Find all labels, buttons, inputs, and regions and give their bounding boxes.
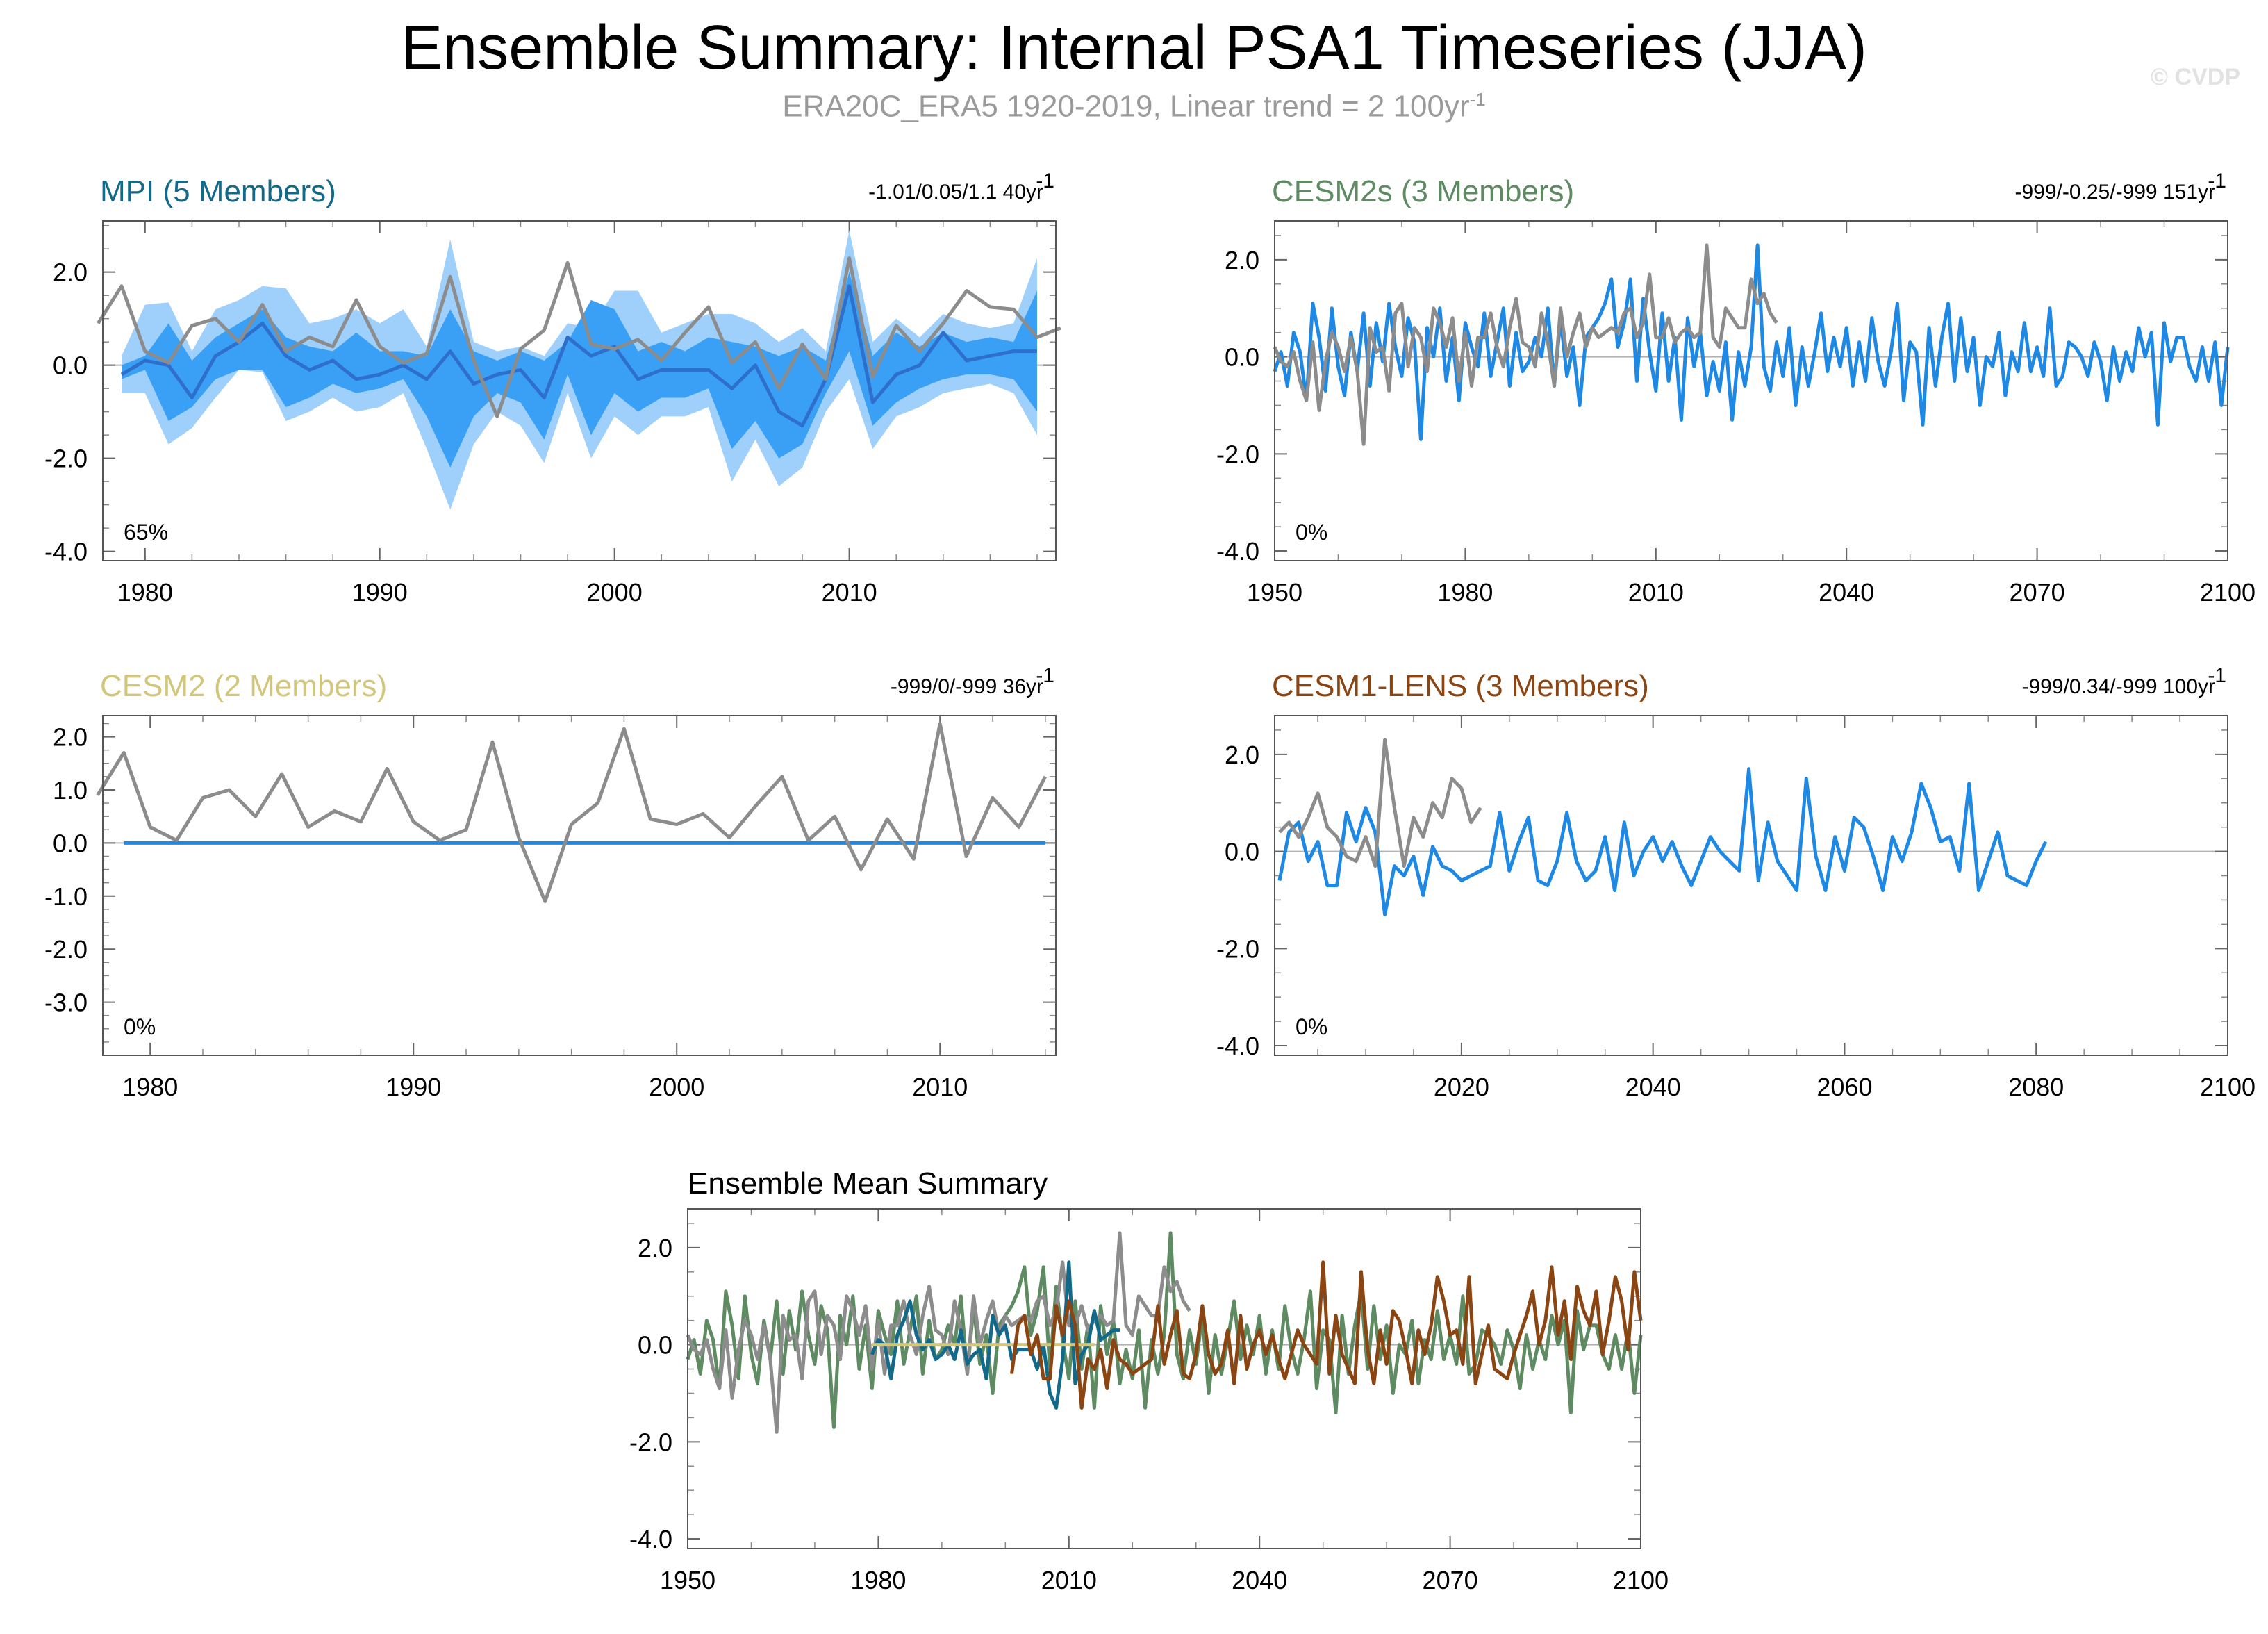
cesm2s-obs-line	[1273, 243, 1778, 446]
cesm2-stats-superscript: -1	[1036, 664, 1054, 687]
summary-y-tick-label: -2.0	[629, 1428, 672, 1456]
mpi-stats-superscript: -1	[1036, 170, 1054, 192]
cesm2s-x-tick-label: 2010	[1628, 578, 1684, 606]
cesm1-lens-panel: 2.0 0.0 -2.0 -4.0 2020 2040 2060 2080 2100 CESM1-…	[1216, 664, 2255, 1101]
cesm2-y-tick-label: 0.0	[53, 829, 88, 857]
cesm2-title: CESM2 (2 Members)	[100, 669, 387, 703]
mpi-stats: -1.01/0.05/1.1 40yr	[868, 181, 1043, 204]
cesm1-lens-y-tick-label: -4.0	[1216, 1032, 1259, 1060]
mpi-ensemble-mean-line	[120, 284, 1037, 428]
cesm2-x-tick-label: 1980	[122, 1073, 178, 1101]
cesm2-panel: 2.0 1.0 0.0 -1.0 -2.0 -3.0 1980 1990 2000 2010 CES…	[44, 664, 1057, 1101]
cesm2s-panel: 2.0 0.0 -2.0 -4.0 1950 1980 2010 2040 2070 2100 CE…	[1216, 170, 2255, 606]
mpi-x-tick-label: 2010	[822, 578, 877, 606]
summary-x-tick-label: 2100	[1613, 1566, 1669, 1594]
summary-line-obs	[686, 1231, 1191, 1434]
cesm2s-y-tick-label: 0.0	[1225, 343, 1259, 372]
cesm2-frame	[102, 715, 1057, 1056]
cesm1-lens-model-line	[1277, 767, 2048, 916]
cesm1-lens-y-tick-label: -2.0	[1216, 934, 1259, 963]
cesm1-lens-x-tick-label: 2040	[1625, 1073, 1681, 1101]
cesm2s-x-tick-label: 2070	[2010, 578, 2065, 606]
cesm1-lens-title: CESM1-LENS (3 Members)	[1272, 669, 1649, 703]
subtitle-text: ERA20C_ERA5 1920-2019, Linear trend = 2 …	[782, 89, 1470, 124]
summary-x-tick-label: 2040	[1232, 1566, 1287, 1594]
cesm2s-y-tick-label: -2.0	[1216, 440, 1259, 468]
mpi-y-tick-label: -2.0	[44, 445, 88, 473]
summary-title: Ensemble Mean Summary	[688, 1166, 1048, 1200]
cvdp-watermark: © CVDP	[2151, 64, 2240, 90]
cesm2-x-tick-label: 2000	[649, 1073, 704, 1101]
page-title: Ensemble Summary: Internal PSA1 Timeseri…	[401, 13, 1867, 83]
cesm2s-x-tick-label: 1980	[1437, 578, 1493, 606]
cesm1-lens-x-tick-label: 2100	[2200, 1073, 2255, 1101]
cesm1-lens-frame	[1274, 715, 2228, 1056]
summary-y-tick-label: -4.0	[629, 1525, 672, 1553]
mpi-obs-line	[97, 256, 1061, 418]
mpi-title: MPI (5 Members)	[100, 174, 336, 208]
cesm2-x-tick-label: 1990	[386, 1073, 441, 1101]
mpi-x-tick-label: 1990	[352, 578, 408, 606]
mpi-y-tick-label: 0.0	[53, 352, 88, 380]
mpi-y-tick-label: 2.0	[53, 258, 88, 287]
cesm2-y-tick-label: 1.0	[53, 776, 88, 804]
mpi-panel: 2.0 0.0 -2.0 -4.0 1980 1990 2000 2010 MPI (5 Mem…	[44, 170, 1061, 606]
cesm1-lens-x-tick-label: 2060	[1816, 1073, 1872, 1101]
cesm2s-model-line	[1273, 243, 2230, 441]
cesm2s-x-tick-label: 2040	[1819, 578, 1874, 606]
ensemble-summary-panel: 2.0 0.0 -2.0 -4.0 1950 1980 2010 2040 2070 2100 En…	[629, 1166, 1669, 1594]
cesm2s-x-tick-label: 1950	[1247, 578, 1302, 606]
mpi-percent-label: 65%	[124, 520, 168, 545]
cesm2s-stats-superscript: -1	[2208, 170, 2226, 192]
cesm2s-stats: -999/-0.25/-999 151yr	[2014, 181, 2215, 204]
cesm2s-frame	[1274, 220, 2228, 561]
summary-y-tick-label: 0.0	[638, 1331, 672, 1360]
cesm1-lens-y-tick-label: 0.0	[1225, 838, 1259, 866]
cesm2s-title: CESM2s (3 Members)	[1272, 174, 1574, 208]
mpi-x-tick-label: 1980	[117, 578, 173, 606]
summary-x-tick-label: 2070	[1423, 1566, 1478, 1594]
subtitle-superscript: -1	[1469, 89, 1486, 110]
summary-frame	[687, 1208, 1641, 1549]
cesm2s-y-tick-label: 2.0	[1225, 246, 1259, 274]
summary-x-tick-label: 1950	[660, 1566, 715, 1594]
cesm1-lens-y-tick-label: 2.0	[1225, 741, 1259, 769]
summary-y-tick-label: 2.0	[638, 1234, 672, 1262]
cesm1-lens-obs-line	[1278, 738, 1482, 868]
mpi-y-tick-label: -4.0	[44, 538, 88, 566]
page-subtitle: ERA20C_ERA5 1920-2019, Linear trend = 2 …	[0, 89, 2268, 124]
cesm1-lens-percent-label: 0%	[1296, 1014, 1327, 1039]
cesm1-lens-x-tick-label: 2080	[2008, 1073, 2064, 1101]
mpi-x-tick-label: 2000	[587, 578, 643, 606]
cesm2-y-tick-label: -1.0	[44, 882, 88, 911]
cesm2-x-tick-label: 2010	[912, 1073, 968, 1101]
cesm2-obs-line	[96, 722, 1048, 903]
cesm1-lens-stats: -999/0.34/-999 100yr	[2021, 675, 2215, 698]
cesm2-stats: -999/0/-999 36yr	[891, 675, 1043, 698]
cesm2-y-tick-label: -3.0	[44, 989, 88, 1017]
cesm2-percent-label: 0%	[124, 1014, 156, 1039]
summary-line-cesm2s	[686, 1231, 1643, 1429]
cesm2-y-tick-label: -2.0	[44, 935, 88, 964]
cesm2s-percent-label: 0%	[1296, 520, 1327, 545]
mpi-spread-inner	[122, 272, 1037, 468]
summary-x-tick-label: 2010	[1041, 1566, 1097, 1594]
summary-x-tick-label: 1980	[850, 1566, 906, 1594]
summary-line-cesm1-lens	[1010, 1260, 1643, 1410]
cesm2-y-tick-label: 2.0	[53, 723, 88, 752]
cesm2s-x-tick-label: 2100	[2200, 578, 2255, 606]
mpi-frame	[102, 220, 1057, 561]
cesm1-lens-stats-superscript: -1	[2208, 664, 2226, 687]
cesm1-lens-x-tick-label: 2020	[1434, 1073, 1489, 1101]
cesm2s-y-tick-label: -4.0	[1216, 537, 1259, 566]
